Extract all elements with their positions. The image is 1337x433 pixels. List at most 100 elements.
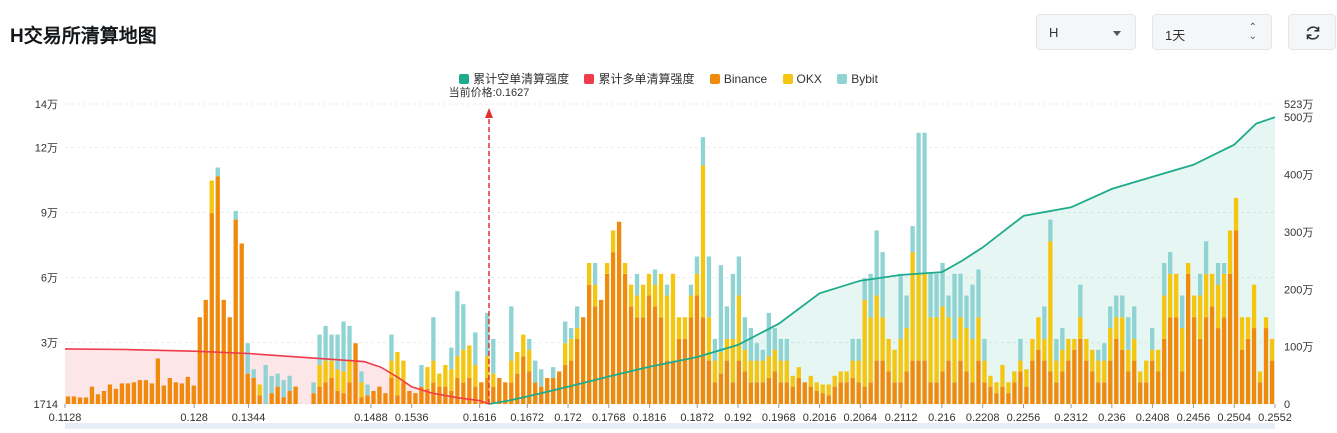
bar-bybit <box>766 312 771 357</box>
bar-okx <box>742 349 748 372</box>
bar-binance <box>335 390 340 404</box>
bar-binance <box>461 382 466 404</box>
bar-okx <box>1257 371 1263 383</box>
bar-bybit <box>1126 317 1131 350</box>
bar-okx <box>592 284 598 307</box>
long-cum-line <box>64 348 490 405</box>
bar-binance <box>1203 317 1209 404</box>
bar-binance <box>563 364 568 404</box>
legend-item-long[interactable]: 累计多单清算强度 <box>584 70 694 87</box>
bar-okx <box>563 343 568 365</box>
bar-binance <box>652 306 658 404</box>
bar-binance <box>844 382 849 404</box>
bar-binance <box>173 382 178 404</box>
bar-bybit <box>664 284 670 296</box>
bar-bybit <box>335 334 340 370</box>
bar-okx <box>209 180 214 214</box>
bar-okx <box>515 351 520 374</box>
bar-binance <box>1132 360 1137 404</box>
period-select[interactable]: 1天 ⌃ ⌄ <box>1152 14 1272 50</box>
bar-series <box>65 132 1275 404</box>
bar-okx <box>389 360 394 378</box>
legend-item-bybit[interactable]: Bybit <box>837 72 878 86</box>
bar-okx <box>485 356 490 378</box>
bar-okx <box>814 382 819 391</box>
bar-binance <box>341 393 346 404</box>
bar-bybit <box>1162 262 1167 296</box>
bar-okx <box>329 360 334 378</box>
bar-bybit <box>772 328 777 350</box>
bar-bybit <box>1150 328 1155 350</box>
bar-bybit <box>742 317 748 350</box>
x-tick-label: 0.1968 <box>762 412 796 424</box>
legend-item-short[interactable]: 累计空单清算强度 <box>459 70 569 87</box>
bar-binance <box>832 386 837 404</box>
bar-binance <box>275 386 280 404</box>
bar-binance <box>736 360 742 404</box>
bar-binance <box>862 386 867 404</box>
bar-bybit <box>592 262 598 285</box>
bar-binance <box>1209 306 1215 404</box>
bar-bybit <box>1120 295 1125 318</box>
bar-binance <box>71 396 77 404</box>
bar-binance <box>179 383 184 404</box>
bar-binance <box>598 299 604 404</box>
bar-binance <box>1000 386 1005 404</box>
bar-bybit <box>323 325 328 361</box>
bar-okx <box>634 295 640 318</box>
bar-okx <box>1156 349 1161 372</box>
bar-okx <box>868 317 873 383</box>
bar-okx <box>916 273 921 361</box>
bar-binance <box>580 317 586 404</box>
bar-binance <box>808 386 813 404</box>
legend-swatch <box>837 74 848 84</box>
bar-binance <box>1078 338 1083 404</box>
bar-binance <box>838 382 843 404</box>
bar-binance <box>592 306 598 404</box>
bar-binance <box>323 382 328 404</box>
bar-okx <box>359 382 364 398</box>
bar-okx <box>1114 317 1119 339</box>
bar-okx <box>1251 284 1257 329</box>
bar-okx <box>706 317 712 361</box>
bar-binance <box>670 360 676 404</box>
bar-bybit <box>491 338 496 374</box>
bar-okx <box>622 262 628 274</box>
bar-okx <box>569 338 574 361</box>
bar-binance <box>347 382 352 404</box>
y-right-tick-label: 300万 <box>1284 227 1313 239</box>
bar-okx <box>335 369 340 391</box>
bar-binance <box>952 382 957 404</box>
y-right-tick-label: 100万 <box>1284 342 1313 354</box>
bar-binance <box>676 338 682 404</box>
bar-okx <box>455 356 460 378</box>
bar-bybit <box>916 132 921 274</box>
bar-binance <box>329 377 334 404</box>
bar-bybit <box>1108 306 1113 329</box>
bar-okx <box>952 338 957 383</box>
legend-item-binance[interactable]: Binance <box>709 72 767 86</box>
bar-binance <box>664 360 670 404</box>
bar-okx <box>1060 349 1065 372</box>
bar-binance <box>766 377 771 404</box>
bar-okx <box>1030 338 1035 361</box>
legend-item-okx[interactable]: OKX <box>782 72 822 86</box>
bar-okx <box>401 360 406 383</box>
bar-binance <box>1072 349 1077 404</box>
bar-bybit <box>898 273 903 339</box>
bar-bybit <box>934 273 939 318</box>
bar-binance <box>772 371 777 404</box>
current-price-label: 当前价格:0.1627 <box>449 85 530 99</box>
bar-binance <box>149 383 155 404</box>
bar-binance <box>1114 338 1119 404</box>
x-axis-scrollbar <box>65 423 1275 429</box>
bar-okx <box>784 360 789 383</box>
bar-binance <box>874 360 879 404</box>
bar-okx <box>491 373 496 387</box>
bar-binance <box>718 373 724 404</box>
symbol-select[interactable]: H <box>1036 14 1136 50</box>
bar-okx <box>892 349 897 383</box>
refresh-button[interactable] <box>1288 14 1336 50</box>
bar-binance <box>1174 317 1179 404</box>
bar-binance <box>1060 371 1065 404</box>
